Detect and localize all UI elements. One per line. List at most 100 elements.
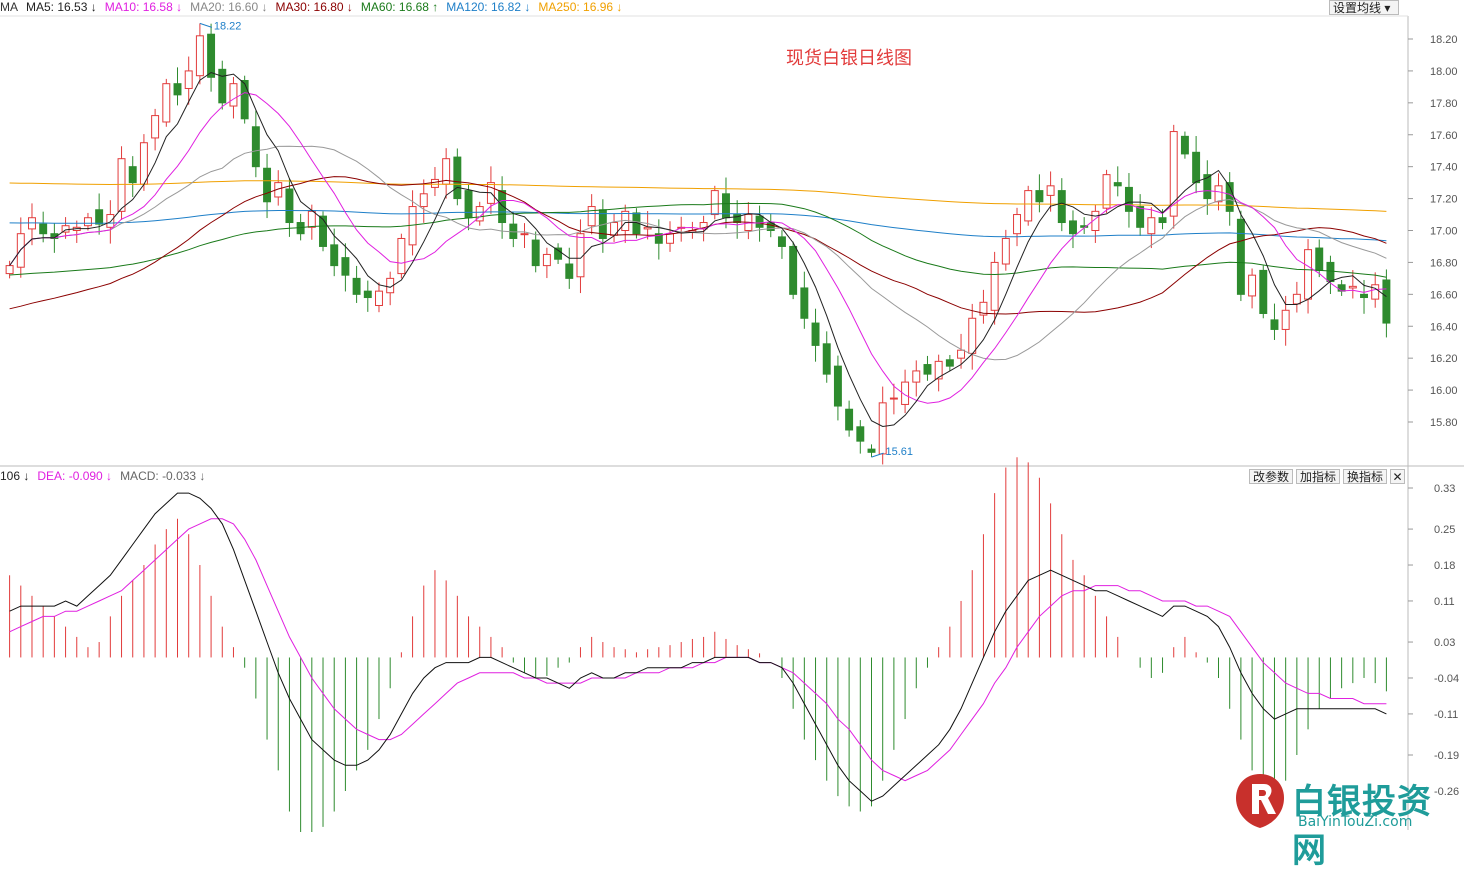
- candle-body: [61, 225, 70, 233]
- candle-body: [1091, 210, 1100, 232]
- candle-body: [923, 364, 932, 375]
- candle-body: [1371, 284, 1380, 300]
- swap-indicator-button[interactable]: 换指标: [1343, 469, 1388, 484]
- macd-tick-label: 0.25: [1434, 524, 1455, 536]
- close-panel-button[interactable]: ✕: [1390, 469, 1405, 484]
- candle-body: [979, 301, 988, 316]
- edit-params-button[interactable]: 改参数: [1249, 469, 1294, 484]
- candle-body: [867, 448, 876, 453]
- candle-body: [1192, 151, 1201, 184]
- candle-body: [990, 261, 999, 311]
- price-tick-label: 16.20: [1430, 353, 1458, 365]
- ma-settings-label: 设置均线: [1333, 1, 1382, 15]
- candle-body: [654, 233, 663, 244]
- candle-body: [710, 190, 719, 216]
- candle-body: [945, 359, 954, 367]
- candle-body: [1248, 274, 1257, 297]
- candle-body: [542, 253, 551, 267]
- candle-body: [307, 210, 316, 228]
- candle-body: [397, 237, 406, 275]
- candle-body: [5, 265, 14, 275]
- candle-body: [1136, 206, 1145, 228]
- candle-body: [1001, 237, 1010, 265]
- candle-body: [83, 217, 92, 227]
- ma-legend-item: MA30: 16.80 ↓: [275, 0, 353, 14]
- min-price-label: 15.61: [886, 446, 914, 458]
- price-tick-label: 15.80: [1430, 417, 1458, 429]
- candle-body: [520, 233, 529, 236]
- price-tick-label: 17.00: [1430, 226, 1458, 238]
- candle-body: [195, 35, 204, 77]
- price-tick-label: 16.60: [1430, 289, 1458, 301]
- ma-legend-item: MA60: 16.68 ↑: [360, 0, 439, 14]
- candle-body: [207, 33, 216, 78]
- candle-body: [755, 215, 764, 228]
- candle-body: [151, 115, 160, 139]
- price-tick-label: 17.20: [1430, 194, 1458, 206]
- add-indicator-button[interactable]: 加指标: [1296, 469, 1341, 484]
- candle-body: [1147, 217, 1156, 235]
- candle-body: [184, 70, 193, 89]
- candle-body: [789, 245, 798, 295]
- candle-body: [1057, 190, 1066, 224]
- candle-body: [263, 167, 272, 203]
- candle-body: [128, 166, 137, 184]
- candle-body: [912, 370, 921, 383]
- candle-body: [856, 426, 865, 442]
- macd-legend: 106 ↓ DEA: -0.090 ↓ MACD: -0.033 ↓: [0, 469, 213, 485]
- candle-body: [106, 214, 115, 228]
- ma30-line: [9, 176, 1387, 315]
- candle-body: [1214, 185, 1223, 203]
- candle-body: [285, 188, 294, 224]
- ma10-line: [9, 92, 1387, 404]
- macd-tick-label: -0.04: [1434, 673, 1459, 685]
- candle-body: [218, 68, 227, 104]
- macd-legend-item: DEA: -0.090 ↓: [37, 469, 113, 483]
- candle-body: [1024, 190, 1033, 222]
- price-tick-label: 16.00: [1430, 385, 1458, 397]
- candle-body: [139, 142, 148, 185]
- candle-body: [845, 408, 854, 431]
- candle-body: [162, 83, 171, 123]
- macd-tick-label: -0.11: [1434, 709, 1458, 721]
- candle-body: [375, 290, 383, 307]
- candle-body: [587, 206, 596, 227]
- candle-body: [531, 239, 540, 267]
- ma-legend-item: MA: [0, 0, 18, 14]
- ma120-line: [9, 209, 1387, 242]
- candle-body: [901, 381, 910, 405]
- candle-body: [1270, 319, 1279, 330]
- chart-title: 现货白银日线图: [786, 48, 912, 69]
- candle-body: [957, 349, 966, 359]
- candle-body: [811, 322, 820, 346]
- ma250-line: [9, 180, 1387, 212]
- candle-body: [341, 257, 350, 276]
- candle-body: [352, 277, 361, 295]
- macd-tick-label: 0.11: [1434, 596, 1455, 608]
- price-tick-label: 17.80: [1430, 98, 1458, 110]
- candle-body: [464, 190, 473, 219]
- candle-body: [822, 343, 831, 375]
- price-tick-label: 17.40: [1430, 162, 1458, 174]
- candle-body: [733, 214, 742, 224]
- ma5-line: [9, 71, 1387, 428]
- macd-legend-item: 106 ↓: [0, 469, 30, 483]
- candle-body: [565, 263, 574, 279]
- candle-body: [1069, 220, 1077, 235]
- logo-url: BaiYinTouZi.com: [1298, 814, 1413, 830]
- candle-body: [1292, 293, 1301, 305]
- candle-body: [777, 236, 786, 247]
- ma-settings-button[interactable]: 设置均线 ▾: [1329, 0, 1399, 15]
- macd-tick-label: 0.33: [1434, 483, 1455, 495]
- candle-body: [1281, 309, 1290, 330]
- candle-body: [554, 247, 563, 260]
- price-tick-label: 17.60: [1430, 130, 1458, 142]
- candle-body: [363, 290, 372, 299]
- dif-line: [9, 492, 1387, 802]
- macd-legend-item: MACD: -0.033 ↓: [120, 469, 206, 483]
- candle-body: [934, 360, 943, 380]
- price-tick-label: 16.80: [1430, 257, 1458, 269]
- candle-body: [330, 244, 339, 267]
- dea-line: [9, 518, 1387, 782]
- candle-body: [1124, 186, 1133, 212]
